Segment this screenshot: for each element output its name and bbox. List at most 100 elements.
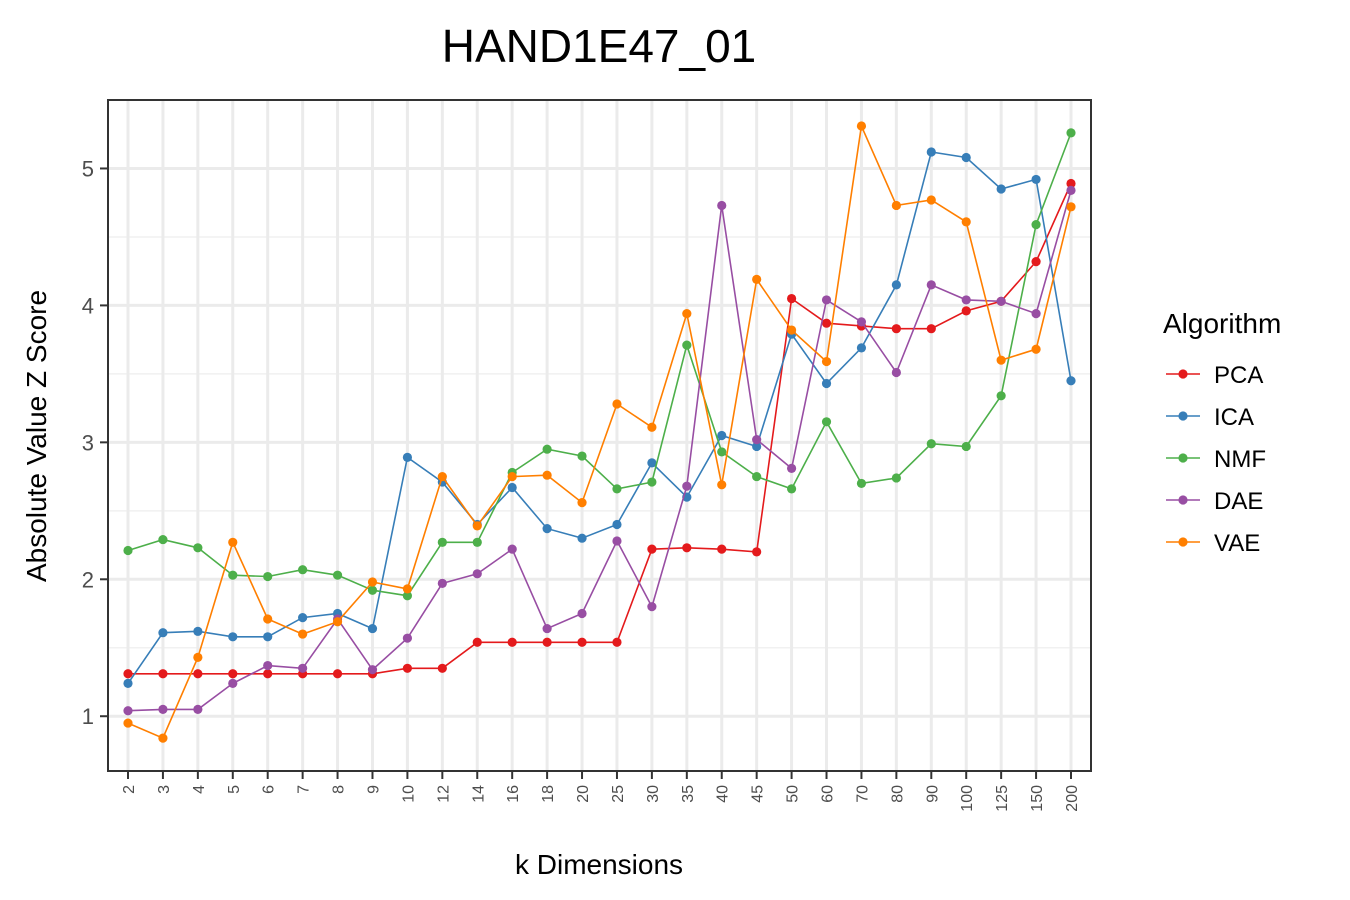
data-point-dae <box>263 660 273 671</box>
data-point-pca <box>1066 178 1076 189</box>
data-point-pca <box>402 663 413 673</box>
data-point-vae <box>1066 202 1076 212</box>
x-tick-label: 20 <box>575 785 592 803</box>
data-point-vae <box>228 537 238 547</box>
data-point-dae <box>717 200 727 211</box>
data-point-ica <box>298 613 308 623</box>
legend-label: ICA <box>1214 404 1254 431</box>
x-tick-label: 7 <box>296 785 313 794</box>
data-point-dae <box>367 665 378 675</box>
data-point-vae <box>158 733 168 743</box>
data-point-nmf <box>402 591 413 601</box>
data-point-pca <box>647 544 657 554</box>
data-point-dae <box>612 536 622 546</box>
x-tick-label: 2 <box>121 785 138 794</box>
x-tick-label: 4 <box>191 785 208 794</box>
data-point-pca <box>682 543 692 553</box>
data-point-nmf <box>856 478 867 489</box>
x-tick-label: 60 <box>820 785 837 803</box>
data-point-ica <box>961 152 971 163</box>
data-point-dae <box>507 544 517 554</box>
data-point-ica <box>1066 376 1076 386</box>
data-point-pca <box>577 637 587 647</box>
x-tick-label: 100 <box>959 785 976 812</box>
data-point-vae <box>961 217 971 227</box>
data-point-dae <box>437 578 447 588</box>
x-tick-label: 70 <box>854 785 871 803</box>
data-point-dae <box>472 569 482 579</box>
x-tick-label: 50 <box>785 785 802 803</box>
data-point-nmf <box>821 417 832 427</box>
data-point-vae <box>612 399 622 409</box>
data-point-dae <box>577 608 587 619</box>
data-point-dae <box>542 623 552 634</box>
data-point-ica <box>158 628 168 638</box>
x-tick-label: 3 <box>156 785 173 794</box>
data-point-dae <box>228 678 238 688</box>
data-point-dae <box>402 633 413 643</box>
data-point-ica <box>367 623 378 634</box>
series-layer <box>123 121 1076 743</box>
data-point-dae <box>193 704 203 714</box>
data-point-pca <box>228 669 238 679</box>
data-point-nmf <box>612 484 622 494</box>
x-tick-label: 10 <box>400 785 417 803</box>
data-point-vae <box>717 480 727 490</box>
data-point-dae <box>891 367 901 378</box>
data-point-dae <box>158 704 168 714</box>
data-point-ica <box>717 430 727 441</box>
series-line-vae <box>127 123 1072 740</box>
data-point-pca <box>123 669 133 679</box>
data-point-dae <box>996 296 1006 306</box>
y-tick-label: 1 <box>82 704 94 729</box>
y-axis-title: Absolute Value Z Score <box>21 290 52 582</box>
data-point-ica <box>123 678 133 688</box>
series-line-dae <box>127 190 1072 712</box>
data-point-pca <box>891 324 901 334</box>
data-point-vae <box>263 614 273 624</box>
legend-key-point <box>1178 411 1188 421</box>
data-point-ica <box>996 184 1006 194</box>
data-point-ica <box>1031 174 1041 185</box>
data-point-vae <box>752 274 762 284</box>
x-tick-label: 40 <box>715 785 732 803</box>
legend-label: NMF <box>1214 446 1266 473</box>
data-point-dae <box>926 280 936 290</box>
series-line-pca <box>128 183 1072 675</box>
data-point-nmf <box>717 447 727 457</box>
data-point-vae <box>298 629 308 639</box>
x-tick-label: 12 <box>435 785 452 803</box>
data-point-pca <box>437 663 447 673</box>
data-point-pca <box>193 669 203 679</box>
data-point-ica <box>891 280 901 290</box>
data-point-pca <box>542 637 552 647</box>
data-point-ica <box>612 519 622 530</box>
data-point-vae <box>402 584 413 594</box>
data-point-dae <box>961 295 971 305</box>
data-point-pca <box>752 547 762 557</box>
data-point-vae <box>437 471 447 482</box>
y-tick-label: 3 <box>82 430 94 455</box>
legend-key-point <box>1178 453 1188 463</box>
data-point-pca <box>717 544 727 554</box>
data-point-vae <box>367 577 378 587</box>
x-tick-label: 6 <box>261 785 278 794</box>
data-point-dae <box>856 317 867 327</box>
data-point-pca <box>961 306 971 316</box>
legend-item-pca: PCA <box>1166 362 1263 389</box>
series-line-nmf <box>127 132 1072 597</box>
data-point-vae <box>577 498 587 508</box>
data-point-vae <box>856 121 867 131</box>
data-point-nmf <box>996 391 1006 401</box>
data-point-nmf <box>786 484 797 494</box>
data-point-vae <box>123 718 133 728</box>
data-point-nmf <box>926 439 936 449</box>
data-point-pca <box>507 637 517 647</box>
data-point-pca <box>263 669 273 679</box>
data-point-vae <box>332 617 343 627</box>
grid <box>108 99 1091 771</box>
legend: Algorithm PCA ICA NMF DAE VAE <box>1163 308 1281 557</box>
x-tick-label: 30 <box>645 785 662 803</box>
data-point-vae <box>542 470 552 480</box>
